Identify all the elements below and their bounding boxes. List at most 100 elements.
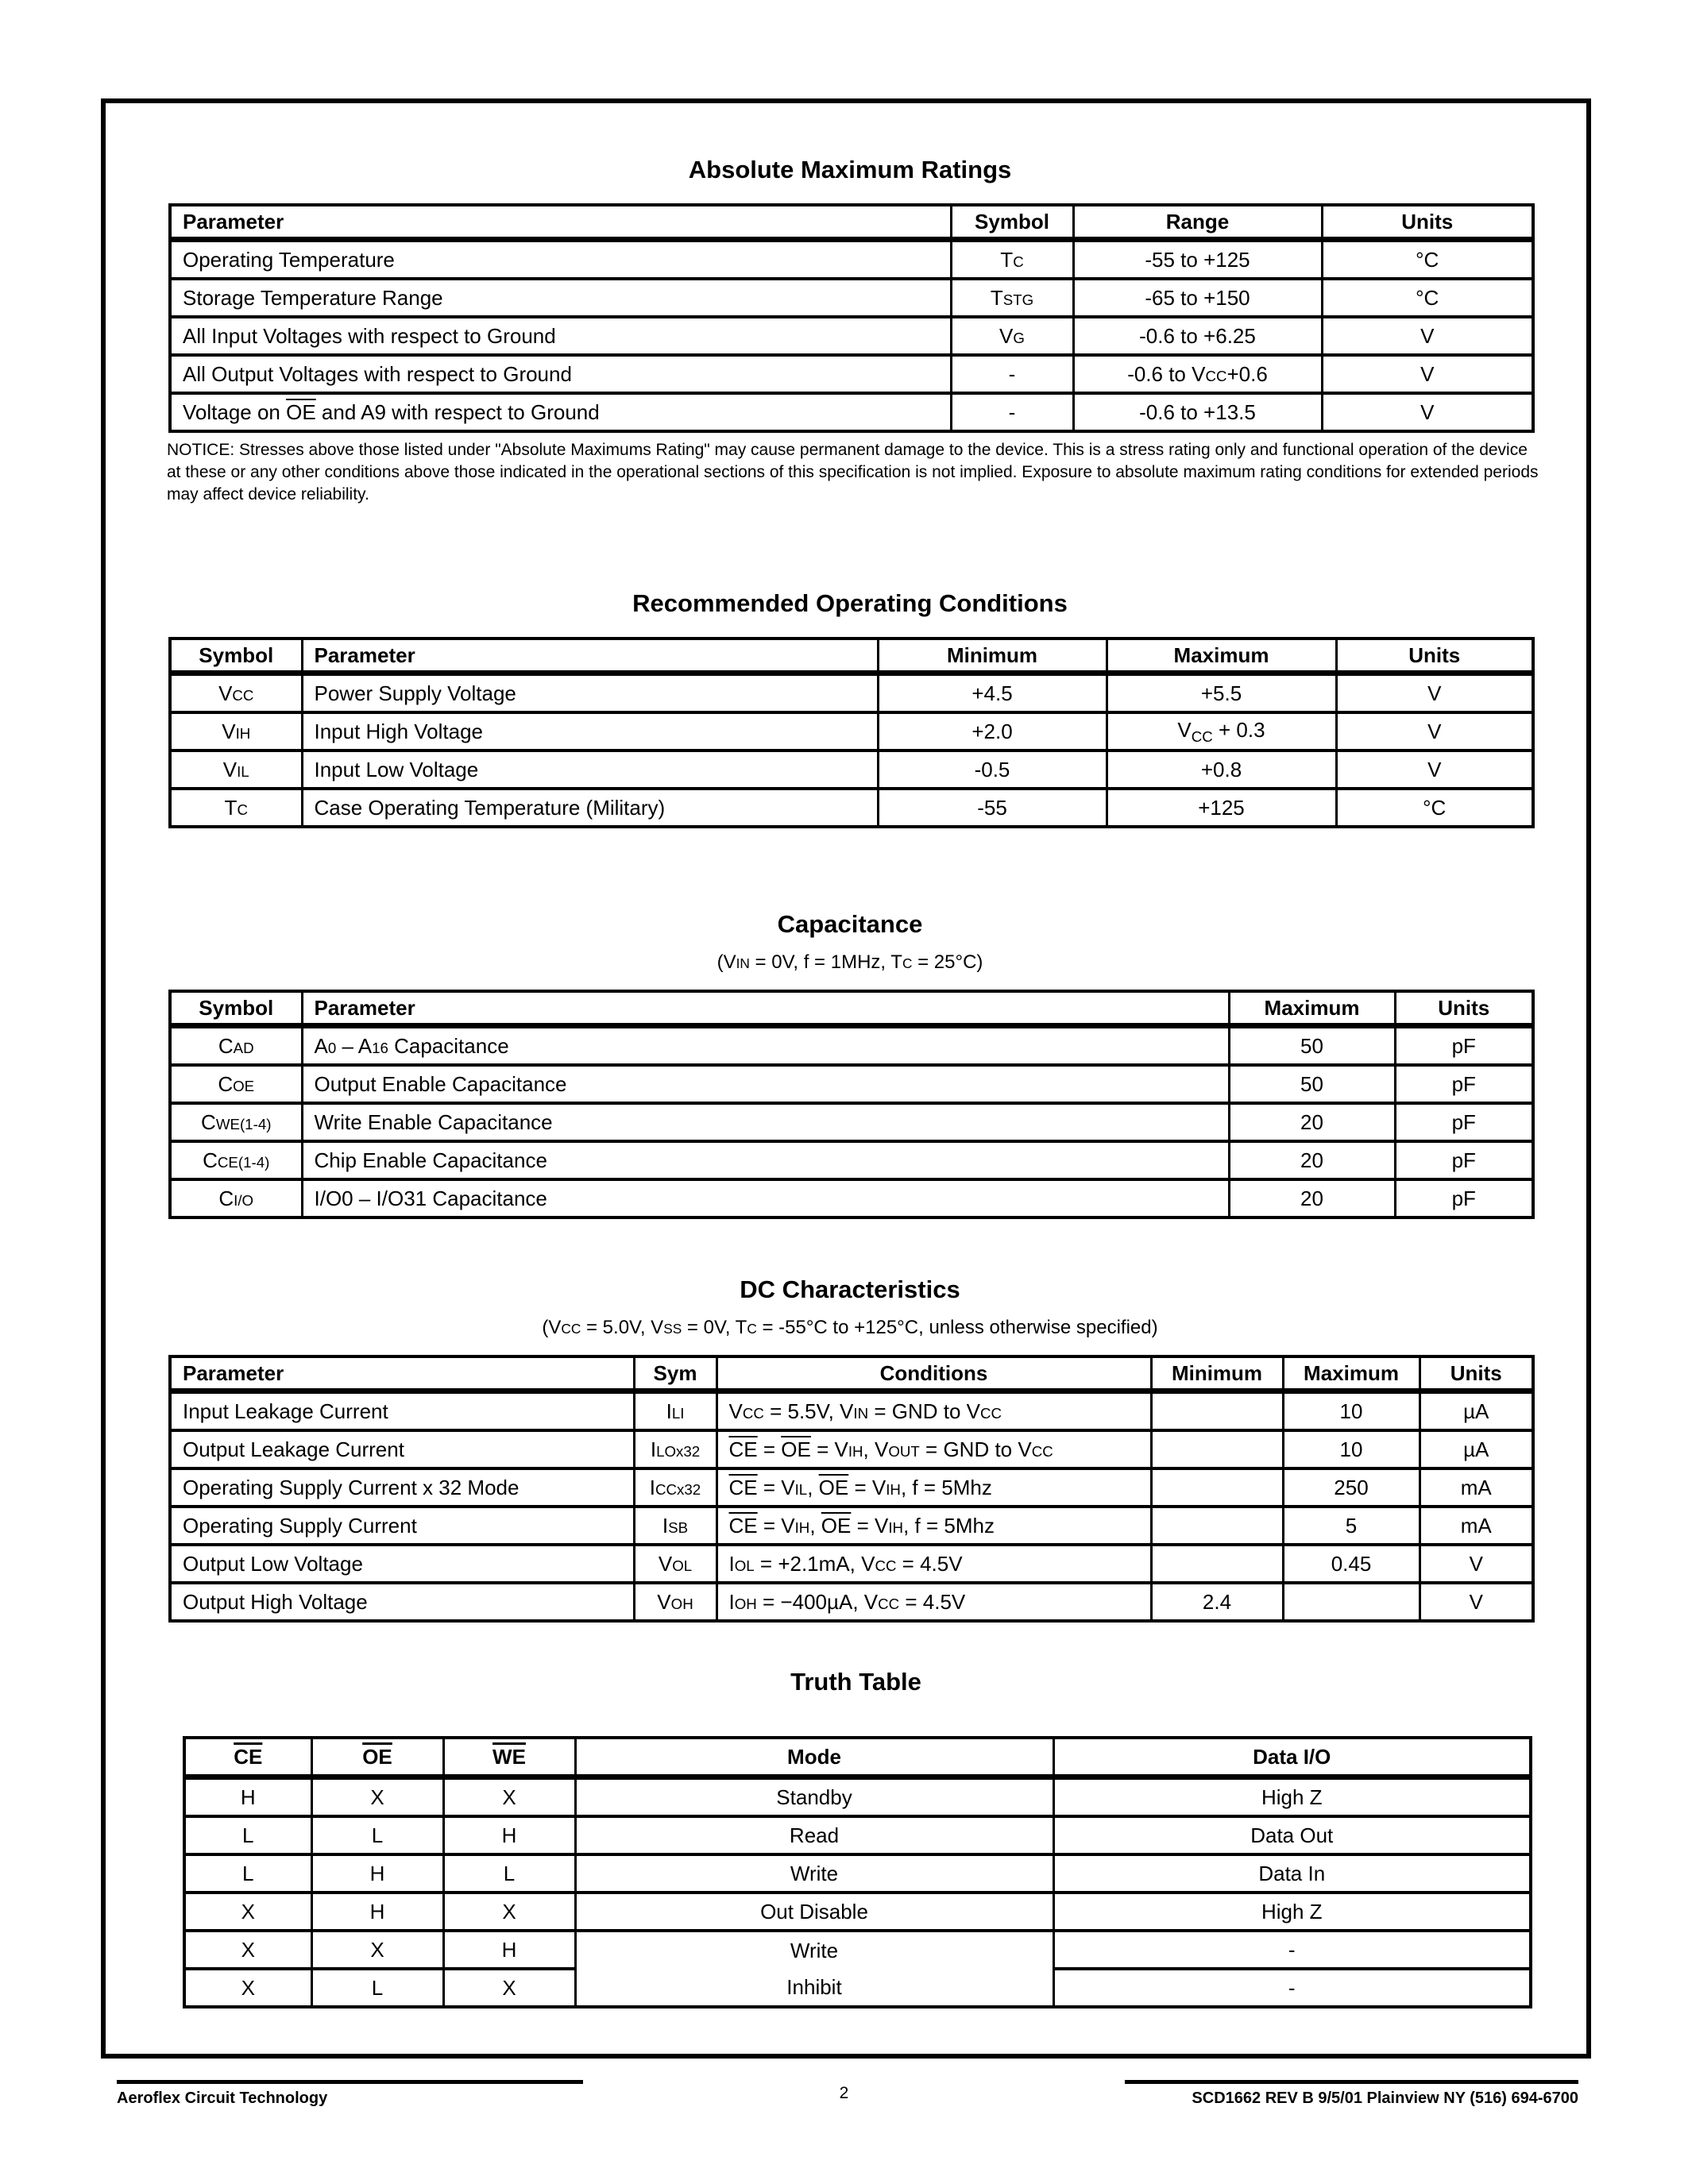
maximum-cell: 50 xyxy=(1227,1024,1396,1067)
table-row: Output Leakage Current ILOx32 CE = OE = … xyxy=(168,1429,1535,1470)
column-header: Units xyxy=(1393,990,1535,1028)
parameter-cell: All Output Voltages with respect to Grou… xyxy=(168,353,952,395)
table-row: TC Case Operating Temperature (Military)… xyxy=(168,787,1535,828)
units-cell: µA xyxy=(1418,1429,1535,1470)
parameter-cell: I/O0 – I/O31 Capacitance xyxy=(300,1178,1230,1219)
table-row: CI/O I/O0 – I/O31 Capacitance 20 pF xyxy=(168,1178,1535,1219)
parameter-cell: Operating Supply Current xyxy=(168,1505,635,1546)
we-cell: H xyxy=(442,1929,577,1970)
symbol-cell: VCC xyxy=(168,672,303,714)
section-title-recommended-operating-conditions: Recommended Operating Conditions xyxy=(632,589,1068,617)
maximum-cell: 50 xyxy=(1227,1063,1396,1105)
parameter-cell: Operating Supply Current x 32 Mode xyxy=(168,1467,635,1508)
footer-company-name: Aeroflex Circuit Technology xyxy=(117,2089,328,2107)
footer-rule-left xyxy=(117,2080,583,2084)
symbol-cell: VG xyxy=(949,315,1075,357)
units-cell: pF xyxy=(1393,1178,1535,1219)
column-header: Maximum xyxy=(1227,990,1396,1028)
we-cell: X xyxy=(442,1891,577,1932)
symbol-cell: CI/O xyxy=(168,1178,303,1219)
symbol-cell: ILI xyxy=(632,1390,718,1432)
capacitance-table: Symbol Parameter Maximum Units CAD A0 – … xyxy=(168,990,1535,1219)
mode-cell: Write xyxy=(574,1853,1055,1894)
capacitance-conditions-subtitle: (VIN = 0V, f = 1MHz, TC = 25°C) xyxy=(717,951,983,973)
mode-cell: Standby xyxy=(574,1776,1055,1818)
we-cell: X xyxy=(442,1776,577,1818)
ce-cell: L xyxy=(183,1815,313,1856)
conditions-cell: CE = VIL, OE = VIH, f = 5Mhz xyxy=(715,1467,1153,1508)
table-row: Operating Temperature TC -55 to +125 °C xyxy=(168,238,1535,280)
table-row: Storage Temperature Range TSTG -65 to +1… xyxy=(168,277,1535,318)
recommended-operating-conditions-table: Symbol Parameter Minimum Maximum Units V… xyxy=(168,637,1535,828)
mode-cell: Out Disable xyxy=(574,1891,1055,1932)
table-row: All Output Voltages with respect to Grou… xyxy=(168,353,1535,395)
range-cell: -0.6 to +6.25 xyxy=(1072,315,1323,357)
symbol-cell: COE xyxy=(168,1063,303,1105)
column-header: Symbol xyxy=(168,990,303,1028)
table-row: Voltage on OE and A9 with respect to Gro… xyxy=(168,392,1535,433)
column-header: Parameter xyxy=(168,203,952,242)
units-cell: mA xyxy=(1418,1467,1535,1508)
symbol-cell: TC xyxy=(949,238,1075,280)
parameter-cell: Output High Voltage xyxy=(168,1581,635,1623)
column-header: Sym xyxy=(632,1355,718,1394)
table-row: Operating Supply Current ISB CE = VIH, O… xyxy=(168,1505,1535,1546)
absolute-maximum-ratings-table: Parameter Symbol Range Units Operating T… xyxy=(168,203,1535,433)
units-cell: V xyxy=(1320,392,1535,433)
section-title-dc-characteristics: DC Characteristics xyxy=(740,1275,960,1303)
symbol-cell: ILOx32 xyxy=(632,1429,718,1470)
mode-cell: Read xyxy=(574,1815,1055,1856)
column-header: Minimum xyxy=(876,637,1108,676)
oe-cell: H xyxy=(310,1891,445,1932)
data-io-cell: High Z xyxy=(1052,1891,1532,1932)
table-row: Operating Supply Current x 32 Mode ICCx3… xyxy=(168,1467,1535,1508)
symbol-cell: TC xyxy=(168,787,303,828)
maximum-cell: 5 xyxy=(1281,1505,1421,1546)
data-io-cell: - xyxy=(1052,1967,1532,2008)
minimum-cell: 2.4 xyxy=(1149,1581,1284,1623)
maximum-cell: 20 xyxy=(1227,1140,1396,1181)
table-row: X H X Out Disable High Z xyxy=(183,1891,1532,1932)
oe-cell: X xyxy=(310,1929,445,1970)
conditions-cell: CE = VIH, OE = VIH, f = 5Mhz xyxy=(715,1505,1153,1546)
table-row: Output Low Voltage VOL IOL = +2.1mA, VCC… xyxy=(168,1543,1535,1584)
maximum-cell: 0.45 xyxy=(1281,1543,1421,1584)
parameter-cell: Case Operating Temperature (Military) xyxy=(300,787,879,828)
dc-characteristics-table: Parameter Sym Conditions Minimum Maximum… xyxy=(168,1355,1535,1623)
column-header: Units xyxy=(1335,637,1535,676)
section-title-truth-table: Truth Table xyxy=(790,1668,921,1696)
units-cell: °C xyxy=(1320,238,1535,280)
range-cell: -65 to +150 xyxy=(1072,277,1323,318)
oe-cell: L xyxy=(310,1815,445,1856)
parameter-cell: Output Leakage Current xyxy=(168,1429,635,1470)
footer-document-info: SCD1662 REV B 9/5/01 Plainview NY (516) … xyxy=(1192,2089,1578,2107)
table-row: CAD A0 – A16 Capacitance 50 pF xyxy=(168,1024,1535,1067)
conditions-cell: CE = OE = VIH, VOUT = GND to VCC xyxy=(715,1429,1153,1470)
minimum-cell xyxy=(1149,1543,1284,1584)
table-row: H X X Standby High Z xyxy=(183,1776,1532,1818)
column-header: Maximum xyxy=(1105,637,1338,676)
units-cell: °C xyxy=(1320,277,1535,318)
table-row: CWE(1-4) Write Enable Capacitance 20 pF xyxy=(168,1102,1535,1143)
range-cell: -0.6 to +13.5 xyxy=(1072,392,1323,433)
table-row: VCC Power Supply Voltage +4.5 +5.5 V xyxy=(168,672,1535,714)
column-header: Units xyxy=(1418,1355,1535,1394)
data-io-cell: Data Out xyxy=(1052,1815,1532,1856)
ce-cell: H xyxy=(183,1776,313,1818)
column-header: Conditions xyxy=(715,1355,1153,1394)
minimum-cell: -55 xyxy=(876,787,1108,828)
table-header-row: Parameter Sym Conditions Minimum Maximum… xyxy=(168,1355,1535,1394)
table-header-row: CE OE WE Mode Data I/O xyxy=(183,1736,1532,1780)
maximum-cell xyxy=(1281,1581,1421,1623)
symbol-cell: - xyxy=(949,392,1075,433)
column-header: Parameter xyxy=(168,1355,635,1394)
maximum-cell: VCC + 0.3 xyxy=(1105,711,1338,752)
parameter-cell: All Input Voltages with respect to Groun… xyxy=(168,315,952,357)
units-cell: V xyxy=(1418,1543,1535,1584)
column-header: Range xyxy=(1072,203,1323,242)
data-io-cell: - xyxy=(1052,1929,1532,1970)
table-header-row: Symbol Parameter Maximum Units xyxy=(168,990,1535,1028)
oe-cell: H xyxy=(310,1853,445,1894)
table-row: COE Output Enable Capacitance 50 pF xyxy=(168,1063,1535,1105)
